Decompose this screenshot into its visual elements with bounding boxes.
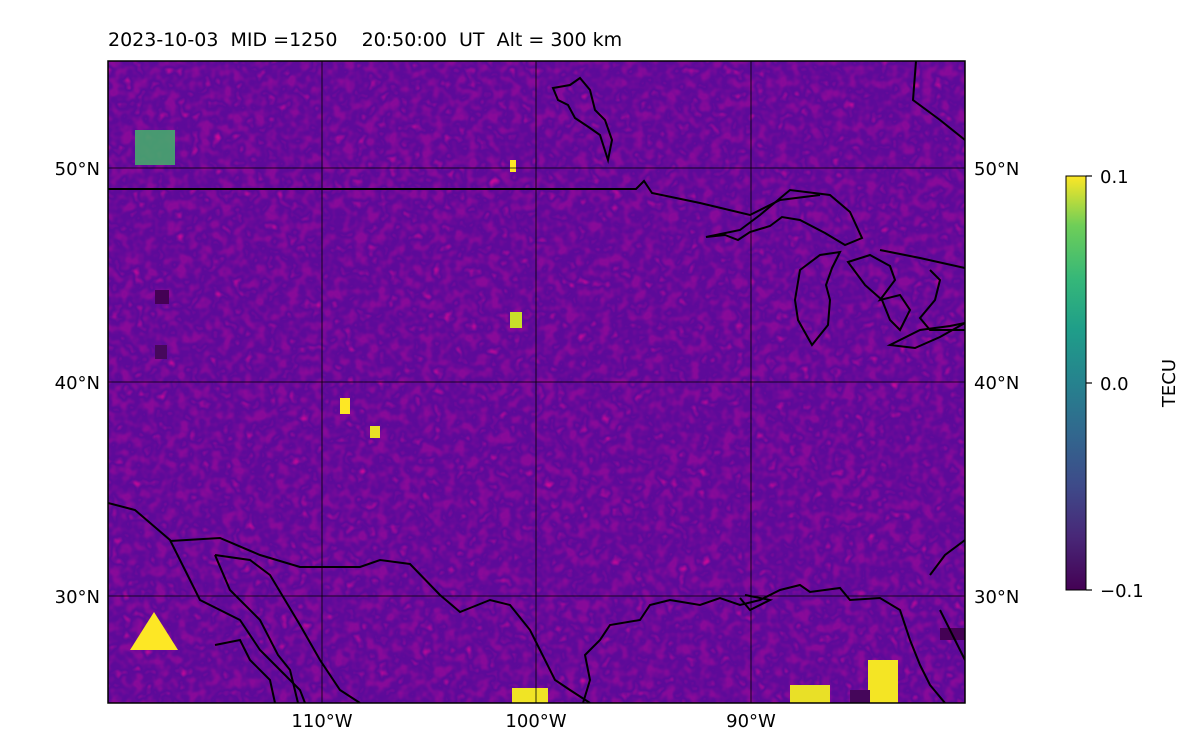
lat-label-left-50: 50°N xyxy=(55,159,100,180)
colorbar-label: TECU xyxy=(1159,359,1180,408)
map-title: 2023-10-03 MID =1250 20:50:00 UT Alt = 3… xyxy=(108,29,623,51)
lat-label-left-40: 40°N xyxy=(55,373,100,394)
colorbar-tick-min: −0.1 xyxy=(1100,581,1144,602)
colorbar-tick-zero: 0.0 xyxy=(1100,374,1129,395)
map-frame xyxy=(107,60,966,704)
colorbar: 0.1 0.0 −0.1 TECU xyxy=(1065,167,1180,602)
lon-label-100w: 100°W xyxy=(505,711,566,732)
lat-label-right-30: 30°N xyxy=(974,587,1019,608)
graticule xyxy=(108,61,965,703)
lat-label-right-50: 50°N xyxy=(974,159,1019,180)
coastlines xyxy=(108,61,965,703)
lat-label-right-40: 40°N xyxy=(974,373,1019,394)
colorbar-tick-max: 0.1 xyxy=(1100,167,1129,188)
colorbar-gradient xyxy=(1065,175,1087,591)
lat-label-left-30: 30°N xyxy=(55,587,100,608)
lon-label-110w: 110°W xyxy=(291,711,352,732)
lon-label-90w: 90°W xyxy=(726,711,776,732)
